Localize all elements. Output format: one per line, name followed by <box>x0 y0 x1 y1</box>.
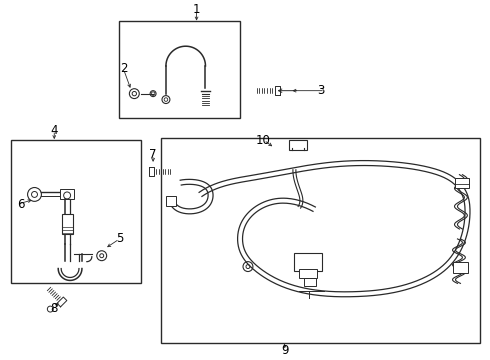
Bar <box>166 197 176 206</box>
Bar <box>120 22 240 118</box>
Bar <box>304 278 316 286</box>
Bar <box>453 262 468 274</box>
Text: 9: 9 <box>281 344 288 357</box>
Bar <box>60 189 74 199</box>
Text: 3: 3 <box>317 84 324 97</box>
Bar <box>294 253 322 270</box>
Bar <box>161 138 480 343</box>
Text: 1: 1 <box>193 3 200 16</box>
Text: 8: 8 <box>50 302 58 315</box>
Bar <box>11 140 141 283</box>
Text: 10: 10 <box>256 134 271 147</box>
Text: 2: 2 <box>120 62 127 76</box>
Polygon shape <box>57 297 67 307</box>
Text: 7: 7 <box>149 148 157 161</box>
Polygon shape <box>149 167 154 176</box>
Polygon shape <box>275 86 280 95</box>
Text: 6: 6 <box>17 198 24 211</box>
Bar <box>290 140 307 150</box>
Bar <box>62 214 73 234</box>
Text: 4: 4 <box>50 124 58 137</box>
Text: 5: 5 <box>116 233 123 246</box>
Bar <box>299 269 317 278</box>
Bar <box>456 177 469 188</box>
